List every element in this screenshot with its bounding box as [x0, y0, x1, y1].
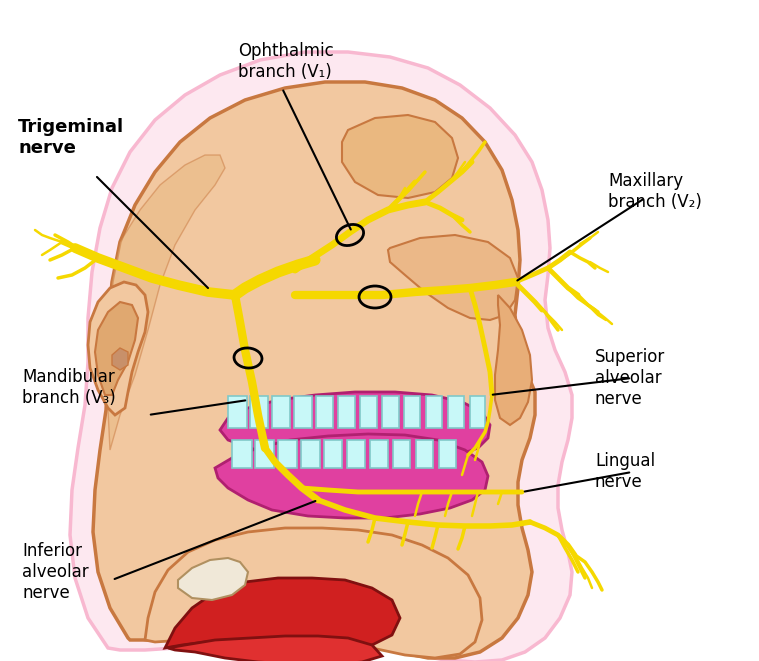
Polygon shape: [168, 636, 382, 661]
Polygon shape: [324, 440, 342, 468]
Text: Trigeminal
nerve: Trigeminal nerve: [18, 118, 124, 157]
Polygon shape: [215, 434, 488, 518]
Polygon shape: [316, 396, 333, 428]
Polygon shape: [228, 396, 247, 428]
Polygon shape: [255, 440, 274, 468]
Polygon shape: [112, 348, 128, 370]
Polygon shape: [70, 52, 572, 661]
Text: Inferior
alveolar
nerve: Inferior alveolar nerve: [22, 542, 89, 602]
Polygon shape: [360, 396, 377, 428]
Polygon shape: [178, 558, 248, 600]
Polygon shape: [470, 396, 485, 428]
Polygon shape: [347, 440, 365, 468]
Polygon shape: [342, 115, 458, 198]
Polygon shape: [393, 440, 410, 468]
Polygon shape: [495, 295, 532, 425]
Polygon shape: [95, 302, 138, 395]
Polygon shape: [382, 396, 399, 428]
Polygon shape: [388, 235, 518, 320]
Polygon shape: [232, 440, 252, 468]
Polygon shape: [88, 282, 148, 415]
Polygon shape: [272, 396, 290, 428]
Polygon shape: [426, 396, 442, 428]
Polygon shape: [404, 396, 420, 428]
Text: Superior
alveolar
nerve: Superior alveolar nerve: [595, 348, 665, 408]
Polygon shape: [370, 440, 388, 468]
Text: Lingual
nerve: Lingual nerve: [595, 452, 655, 491]
Polygon shape: [220, 392, 490, 462]
Polygon shape: [294, 396, 312, 428]
Text: Ophthalmic
branch (V₁): Ophthalmic branch (V₁): [238, 42, 334, 81]
Polygon shape: [93, 82, 535, 658]
Polygon shape: [301, 440, 320, 468]
Text: Maxillary
branch (V₂): Maxillary branch (V₂): [608, 172, 702, 211]
Text: Mandibular
branch (V₃): Mandibular branch (V₃): [22, 368, 116, 407]
Polygon shape: [278, 440, 297, 468]
Polygon shape: [448, 396, 464, 428]
Polygon shape: [108, 155, 225, 450]
Polygon shape: [338, 396, 355, 428]
Polygon shape: [165, 578, 400, 652]
Polygon shape: [250, 396, 268, 428]
Polygon shape: [416, 440, 433, 468]
Polygon shape: [145, 528, 482, 658]
Polygon shape: [439, 440, 456, 468]
